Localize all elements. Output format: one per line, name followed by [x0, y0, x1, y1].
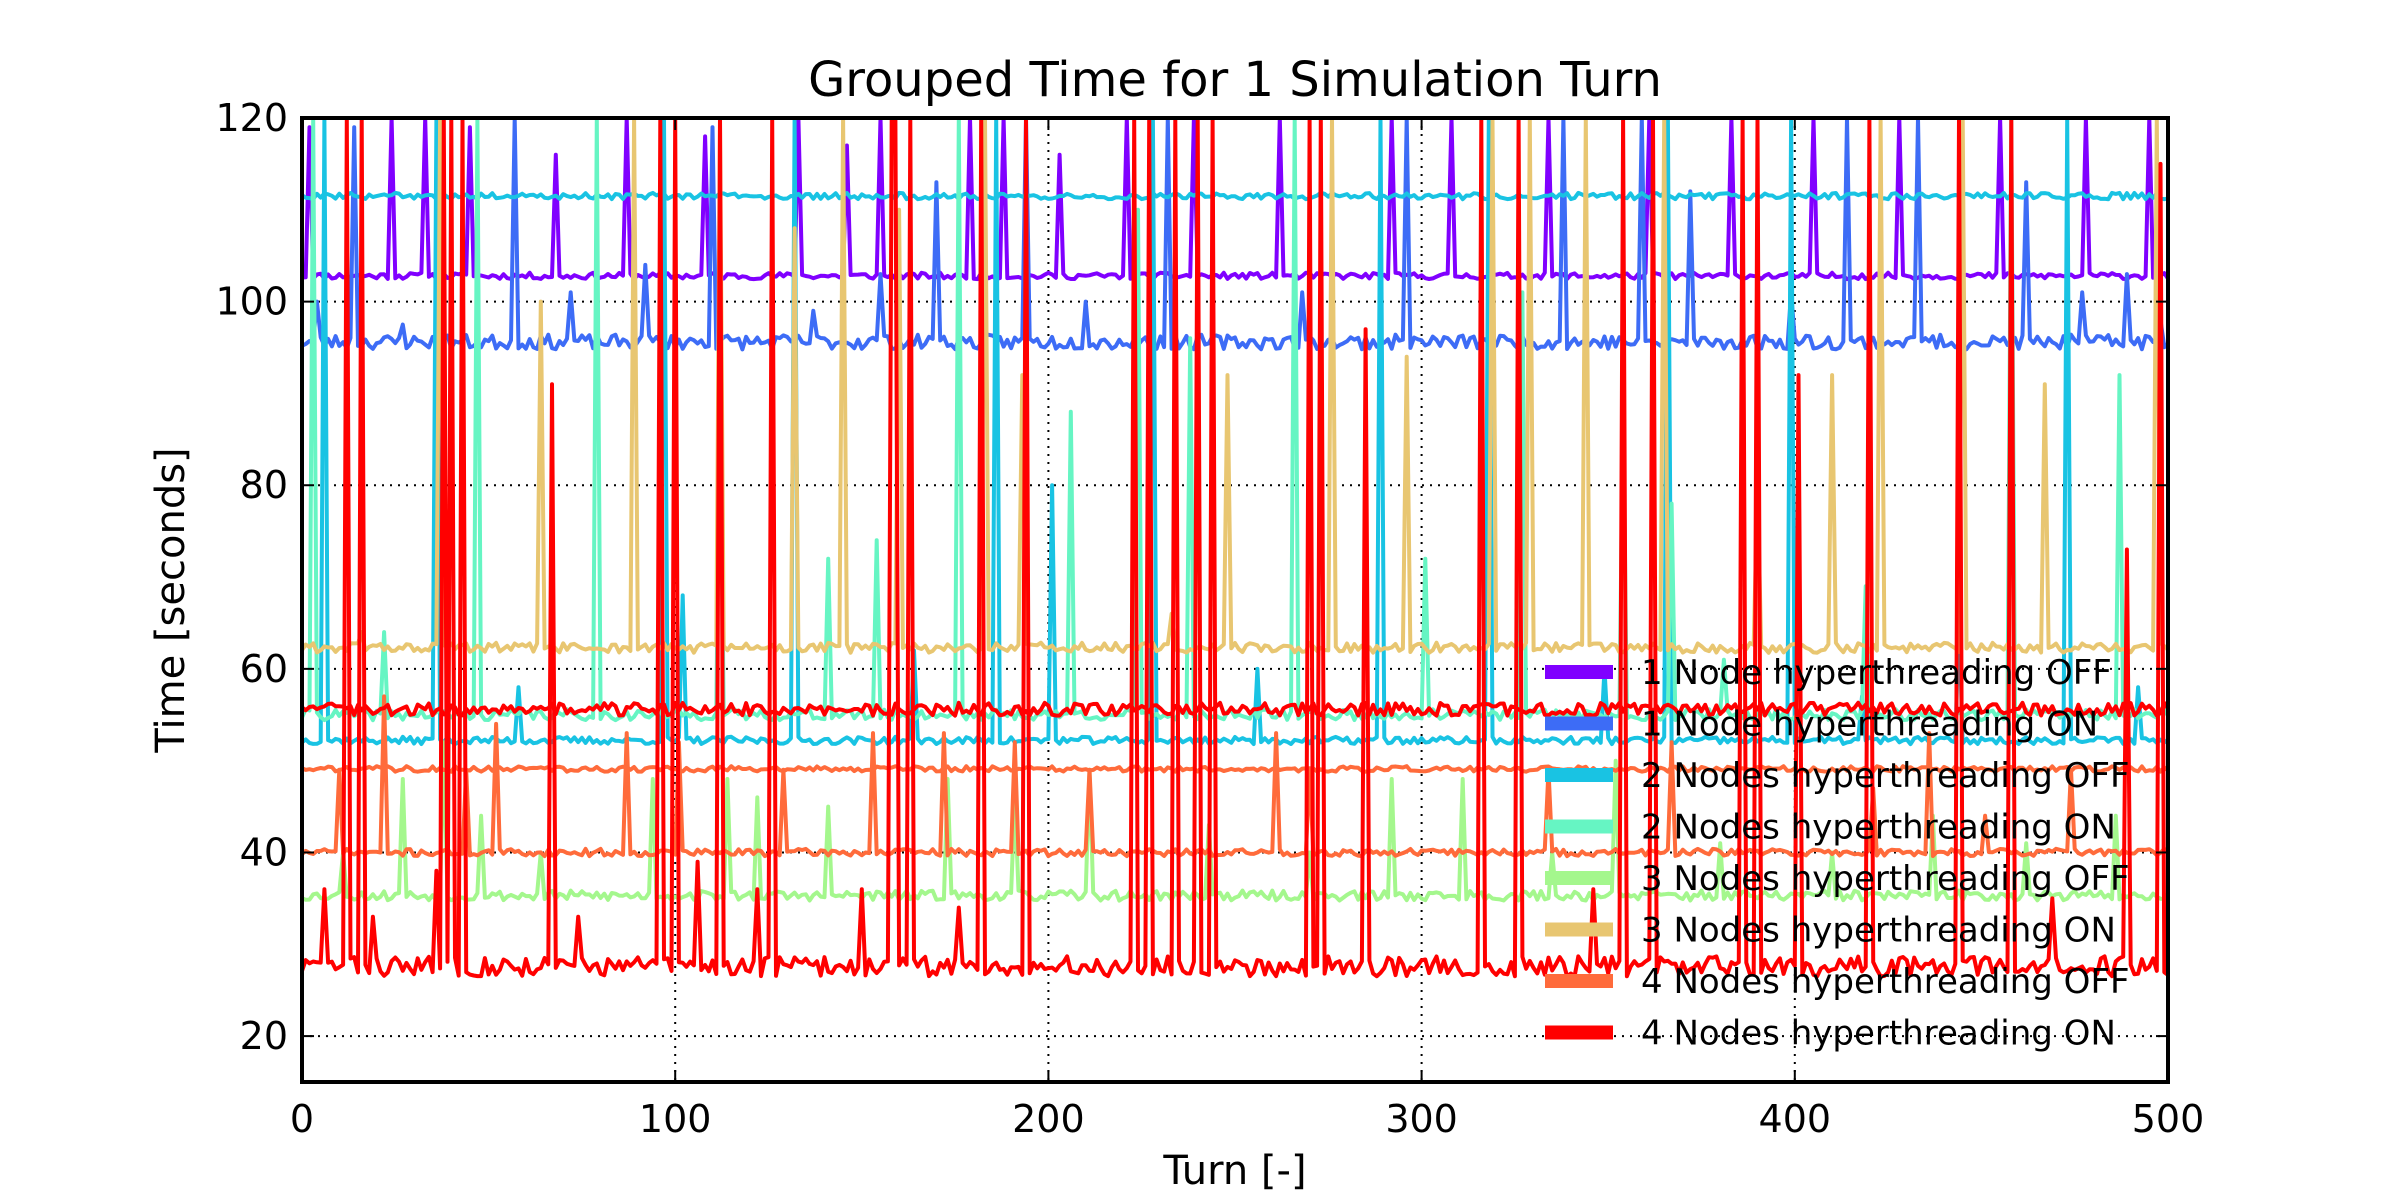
series-3: [300, 116, 2170, 747]
series-line: [300, 116, 2170, 979]
y-tick-label: 60: [240, 647, 288, 691]
series-line: [300, 116, 2170, 723]
series-line: [300, 116, 2170, 747]
series-line: [300, 694, 2169, 859]
x-tick-label: 100: [639, 1097, 712, 1141]
legend-label: 4 Nodes hyperthreading ON: [1641, 1014, 2116, 1054]
y-tick-label: 120: [215, 96, 288, 140]
series-2: [301, 116, 2170, 352]
legend-label: 3 Nodes hyperthreading OFF: [1641, 859, 2130, 899]
legend-label: 3 Nodes hyperthreading ON: [1641, 911, 2116, 951]
series-layer: [300, 116, 2170, 979]
legend-label: 2 Nodes hyperthreading OFF: [1641, 756, 2130, 796]
x-tick-label: 500: [2132, 1097, 2205, 1141]
series-line-upper: [300, 190, 2169, 202]
axis-ticks: 0 100 200 300 400 500 20 40 60 80 100 120: [215, 96, 2204, 1141]
series-line: [301, 740, 2170, 903]
x-tick-label: 0: [290, 1097, 314, 1141]
y-tick-label: 40: [240, 830, 288, 874]
x-tick-label: 200: [1012, 1097, 1085, 1141]
series-6: [300, 116, 2170, 655]
y-tick-label: 20: [240, 1014, 288, 1058]
x-tick-label: 400: [1759, 1097, 1832, 1141]
series-7: [300, 694, 2170, 859]
series-line-upper: [300, 700, 2170, 718]
legend-label: 1 Node hyperthreading OFF: [1641, 653, 2112, 693]
chart-title: Grouped Time for 1 Simulation Turn: [808, 52, 1662, 108]
series-line: [301, 116, 2170, 282]
legend-label: 2 Nodes hyperthreading ON: [1641, 808, 2116, 848]
series-4: [300, 116, 2170, 723]
y-tick-label: 80: [240, 463, 288, 507]
series-line-upper: [301, 764, 2170, 774]
legend-label: 1 Node hyperthreading ON: [1641, 705, 2098, 745]
x-axis-label: Turn [-]: [1162, 1148, 1306, 1194]
x-tick-label: 300: [1385, 1097, 1458, 1141]
series-8: [300, 116, 2170, 979]
series-1: [301, 116, 2170, 282]
y-axis-label: Time [seconds]: [148, 447, 194, 753]
plot-frame: [300, 116, 2170, 1084]
series-line: [300, 116, 2170, 655]
legend: 1 Node hyperthreading OFF 1 Node hyperthr…: [1545, 653, 2130, 1054]
y-tick-label: 100: [215, 280, 288, 324]
series-5: [301, 740, 2170, 903]
series-line: [301, 116, 2170, 352]
legend-label: 4 Nodes hyperthreading OFF: [1641, 962, 2130, 1002]
